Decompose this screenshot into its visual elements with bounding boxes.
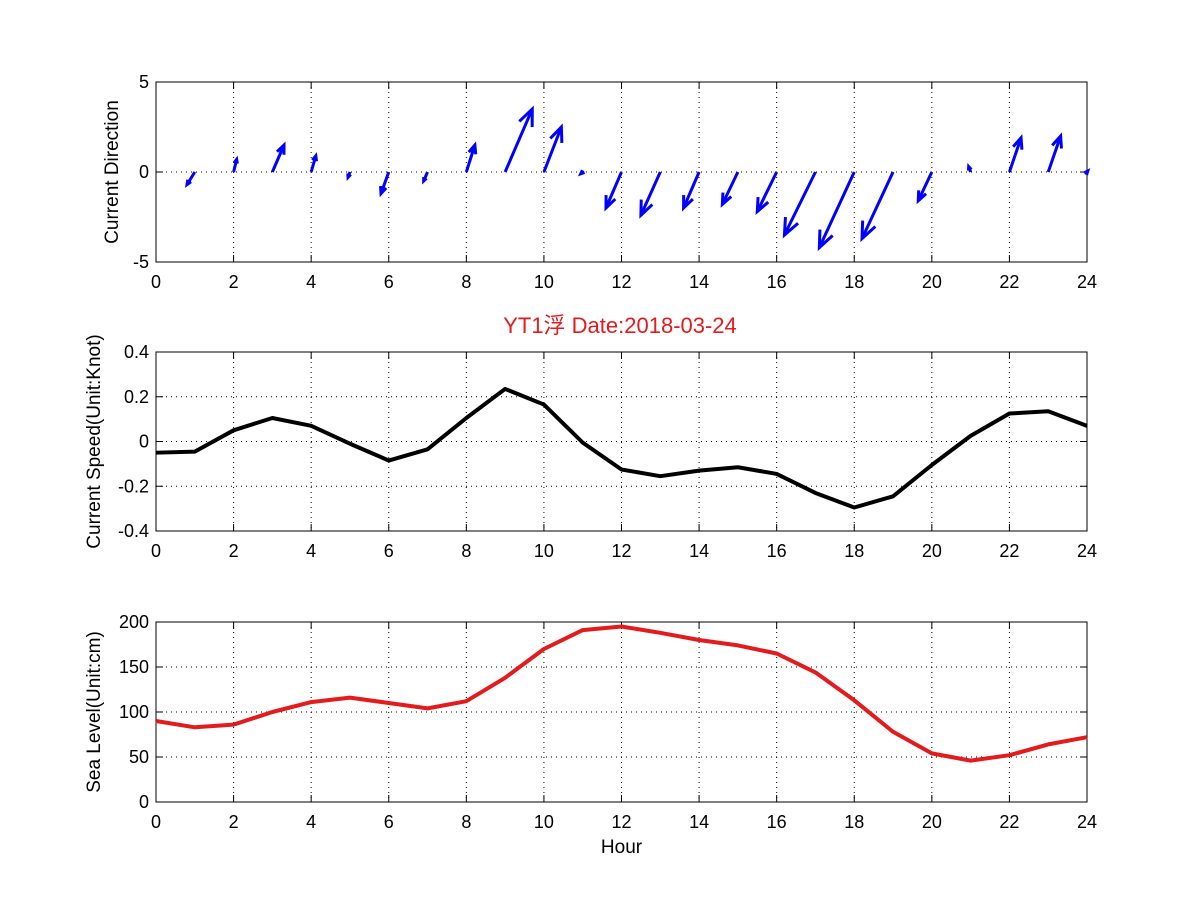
x-tick-label: 0	[151, 812, 161, 832]
y-tick-label: 5	[139, 72, 149, 92]
x-tick-label: 14	[689, 272, 709, 292]
current-arrow	[682, 171, 701, 212]
x-tick-label: 6	[384, 272, 394, 292]
x-tick-label: 6	[384, 541, 394, 561]
x-tick-label: 20	[922, 541, 942, 561]
current-arrow	[379, 171, 391, 198]
current-arrow	[185, 171, 197, 188]
current-arrow	[542, 123, 564, 173]
x-tick-label: 2	[229, 541, 239, 561]
current-arrow	[639, 171, 662, 219]
current-arrow	[422, 171, 429, 185]
x-tick-label: 6	[384, 812, 394, 832]
x-tick-label: 10	[534, 272, 554, 292]
x-tick-label: 16	[767, 812, 787, 832]
y-tick-label: 200	[119, 612, 149, 632]
y-axis-label: Current Speed(Unit:Knot)	[84, 334, 105, 548]
y-tick-label: 0	[139, 162, 149, 182]
x-tick-label: 12	[611, 272, 631, 292]
x-tick-label: 10	[534, 812, 554, 832]
x-tick-label: 14	[689, 541, 709, 561]
current-arrow	[860, 171, 895, 243]
x-tick-label: 22	[999, 541, 1019, 561]
current-arrow	[782, 171, 817, 239]
x-tick-label: 24	[1077, 812, 1097, 832]
y-axis-label: Current Direction	[102, 100, 123, 244]
y-tick-label: 50	[129, 747, 149, 767]
x-tick-label: 8	[461, 812, 471, 832]
x-tick-label: 8	[461, 541, 471, 561]
figure-title: YT1浮 Date:2018-03-24	[503, 313, 737, 338]
current-arrow	[1083, 168, 1091, 176]
x-tick-label: 20	[922, 812, 942, 832]
axes-frame	[155, 351, 1088, 532]
x-tick-label: 16	[767, 272, 787, 292]
x-tick-label: 4	[306, 812, 316, 832]
current-arrow	[1007, 134, 1024, 173]
x-tick-label: 16	[767, 541, 787, 561]
x-tick-label: 22	[999, 272, 1019, 292]
x-tick-label: 4	[306, 541, 316, 561]
current-arrow	[916, 171, 934, 205]
y-tick-label: 0.2	[124, 387, 149, 407]
y-tick-label: 0	[139, 432, 149, 452]
x-tick-label: 14	[689, 812, 709, 832]
series-line	[155, 624, 1088, 763]
x-tick-label: 24	[1077, 541, 1097, 561]
current-arrow	[577, 169, 586, 177]
series-line	[155, 386, 1088, 510]
y-tick-label: 0	[139, 792, 149, 812]
y-axis-label: Sea Level(Unit:cm)	[84, 631, 105, 793]
current-arrow	[604, 171, 623, 212]
y-tick-label: -5	[133, 252, 149, 272]
x-axis-label: Hour	[601, 837, 643, 858]
current-arrow	[817, 171, 856, 252]
x-tick-label: 0	[151, 272, 161, 292]
y-tick-label: 100	[119, 702, 149, 722]
y-tick-label: -0.2	[118, 476, 149, 496]
x-tick-label: 20	[922, 272, 942, 292]
x-tick-label: 8	[461, 272, 471, 292]
x-tick-label: 10	[534, 541, 554, 561]
x-tick-label: 12	[611, 812, 631, 832]
current-arrow	[464, 141, 478, 173]
current-arrow	[270, 141, 286, 173]
axes-frame	[155, 621, 1088, 803]
y-tick-label: -0.4	[118, 521, 149, 541]
current-arrow	[346, 171, 352, 182]
current-arrow	[1046, 132, 1063, 173]
x-tick-label: 18	[844, 541, 864, 561]
current-arrow	[966, 162, 973, 173]
x-tick-label: 22	[999, 812, 1019, 832]
current-arrow	[755, 171, 779, 216]
current-arrow	[720, 171, 740, 208]
y-tick-label: 150	[119, 657, 149, 677]
x-tick-label: 18	[844, 812, 864, 832]
x-tick-label: 4	[306, 272, 316, 292]
y-tick-label: 0.4	[124, 342, 149, 362]
x-tick-label: 24	[1077, 272, 1097, 292]
x-tick-label: 18	[844, 272, 864, 292]
x-tick-label: 0	[151, 541, 161, 561]
current-speed-panel: 0 2 4 6 8 10 12 14 16 18 20 22 24-0.4-0.200.20.4Curr…	[84, 334, 1097, 561]
current-arrow	[309, 152, 318, 173]
current-arrow	[232, 155, 239, 173]
x-tick-label: 2	[229, 272, 239, 292]
x-tick-label: 12	[611, 541, 631, 561]
current-arrow	[503, 105, 534, 173]
x-tick-label: 2	[229, 812, 239, 832]
